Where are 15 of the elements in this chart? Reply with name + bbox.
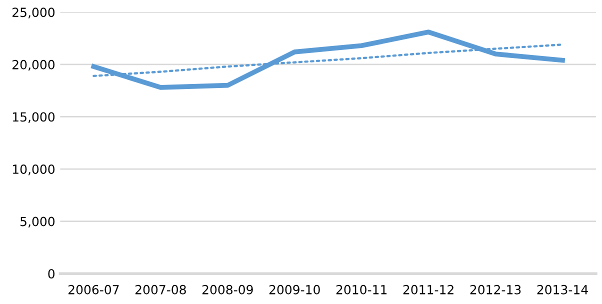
x-tick-label: 2007-08	[135, 284, 186, 294]
y-tick-label: 15,000	[12, 112, 55, 123]
y-tick-label: 10,000	[12, 164, 55, 176]
x-tick-label: 2008-09	[202, 284, 253, 294]
x-tick-label: 2010-11	[336, 284, 387, 294]
y-tick-label: 5,000	[20, 216, 55, 228]
x-tick-label: 2011-12	[403, 284, 454, 294]
y-tick-label: 20,000	[12, 60, 55, 71]
y-tick-label: 25,000	[12, 8, 55, 18]
line-series	[91, 30, 565, 90]
x-tick-label: 2006-07	[68, 284, 119, 294]
y-tick-label: 0	[48, 269, 55, 279]
x-tick-label: 2012-13	[470, 284, 521, 294]
x-tick-label: 2013-14	[537, 284, 588, 294]
x-tick-label: 2009-10	[269, 284, 320, 294]
